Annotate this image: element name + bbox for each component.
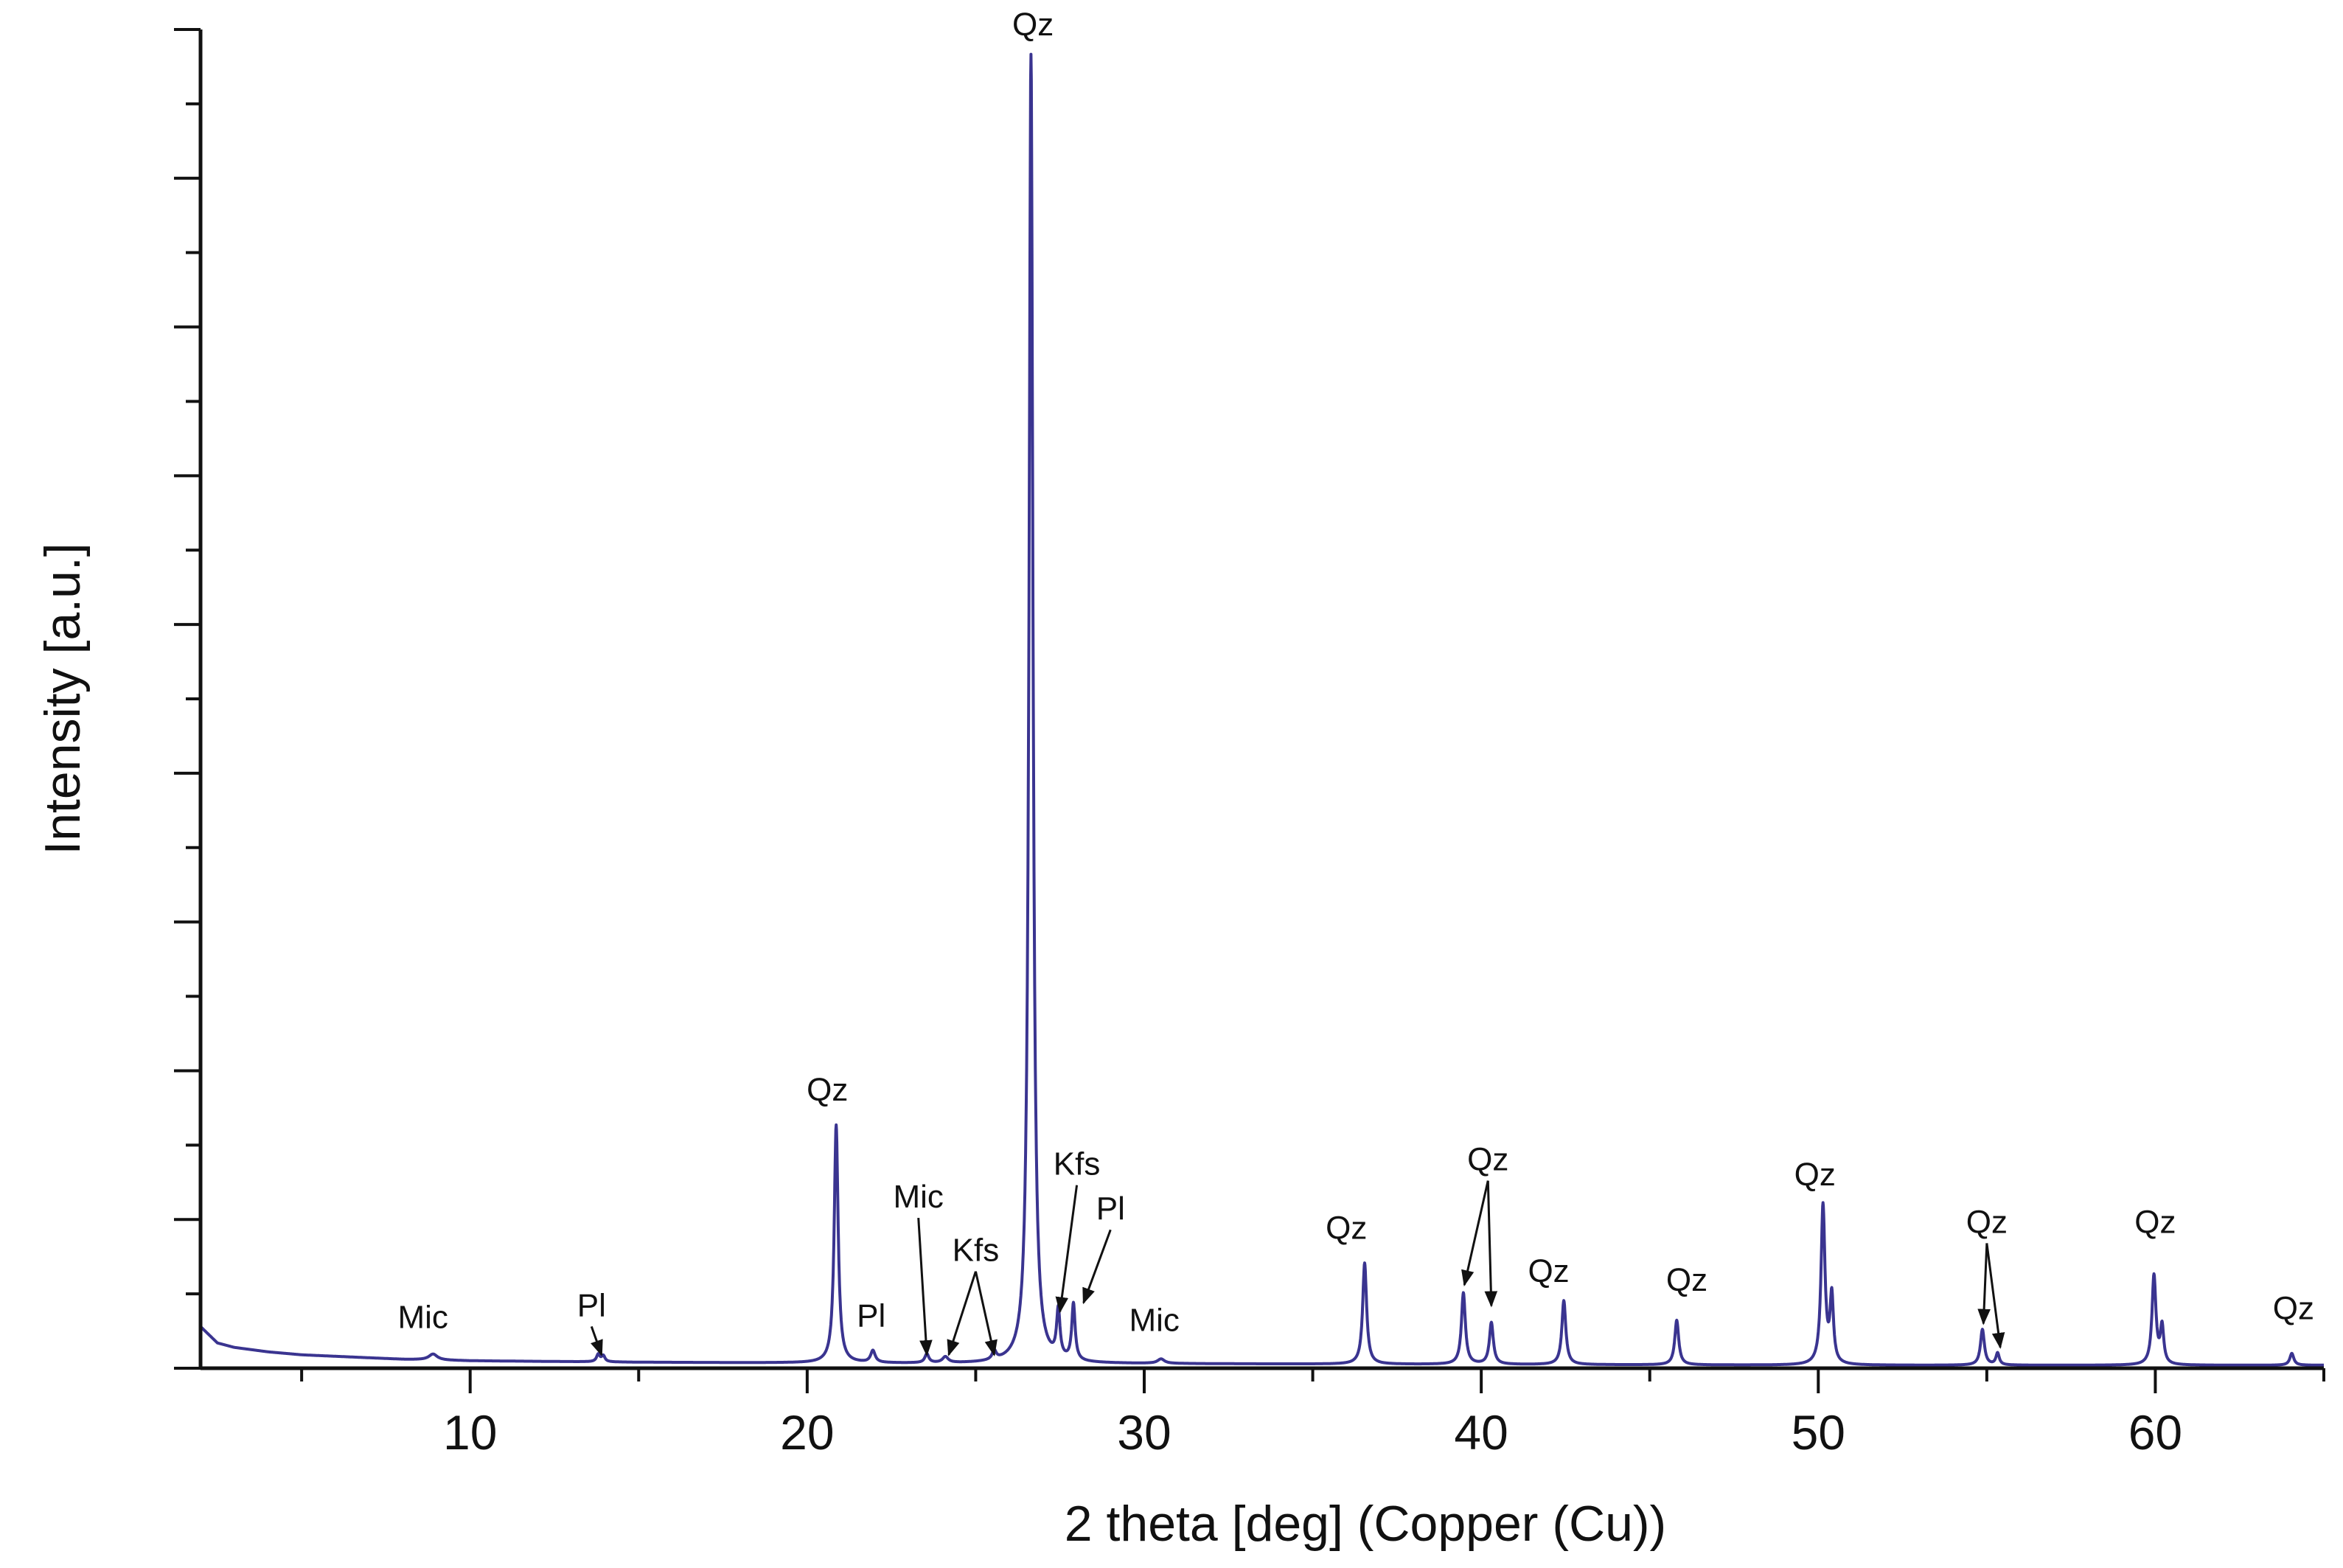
y-axis-title: Intensity [a.u.] — [35, 543, 91, 854]
peak-label: Qz — [2134, 1204, 2176, 1240]
axes-layer — [198, 29, 2324, 1370]
annotation-arrow — [917, 1217, 933, 1357]
peak-label: Mic — [397, 1300, 448, 1336]
peak-label: Pl — [857, 1298, 885, 1334]
annotation-arrow — [590, 1325, 603, 1356]
x-tick-label: 10 — [443, 1405, 497, 1460]
peak-label: Pl — [577, 1287, 606, 1323]
series-line-layer — [199, 52, 2325, 1367]
annotation-arrow — [1055, 1185, 1079, 1314]
annotation-arrow — [1985, 1243, 2005, 1349]
x-tick-label: 50 — [1792, 1405, 1845, 1460]
ticks-layer: 10 20 30 40 50 60 — [174, 28, 2325, 1460]
intensity-line — [199, 52, 2325, 1367]
peak-label: Mic — [1129, 1303, 1179, 1339]
peak-label: Qz — [1966, 1204, 2008, 1240]
x-tick-label: 30 — [1117, 1405, 1171, 1460]
x-tick-label: 40 — [1454, 1405, 1508, 1460]
peak-label: Qz — [2273, 1290, 2314, 1326]
x-tick-label: 60 — [2128, 1405, 2182, 1460]
peak-label: Mic — [893, 1179, 943, 1215]
peak-label: Qz — [1326, 1210, 1367, 1246]
annotation-arrow — [1082, 1229, 1112, 1305]
peak-label: Qz — [1012, 7, 1054, 43]
peak-label: Qz — [1528, 1253, 1569, 1289]
annotations-layer: Mic Pl Qz Pl Mic Kfs Qz Kfs Pl Mic Qz Qz Qz Qz Qz Qz Qz Q… — [397, 7, 2314, 1357]
annotation-arrow — [1977, 1243, 1991, 1325]
annotation-arrow — [974, 1271, 998, 1356]
peak-label: Pl — [1096, 1191, 1125, 1227]
peak-label: Qz — [1794, 1157, 1836, 1193]
annotation-arrow — [1461, 1180, 1489, 1287]
x-tick-label: 20 — [780, 1405, 834, 1460]
peak-label: Qz — [807, 1072, 848, 1108]
annotation-arrow — [947, 1271, 977, 1356]
peak-label: Qz — [1666, 1262, 1707, 1298]
peak-label: Kfs — [953, 1233, 1000, 1269]
x-axis-title: 2 theta [deg] (Copper (Cu)) — [1065, 1496, 1666, 1552]
peak-label: Kfs — [1054, 1146, 1101, 1182]
annotation-arrow — [1484, 1180, 1498, 1308]
peak-label: Qz — [1467, 1142, 1508, 1178]
